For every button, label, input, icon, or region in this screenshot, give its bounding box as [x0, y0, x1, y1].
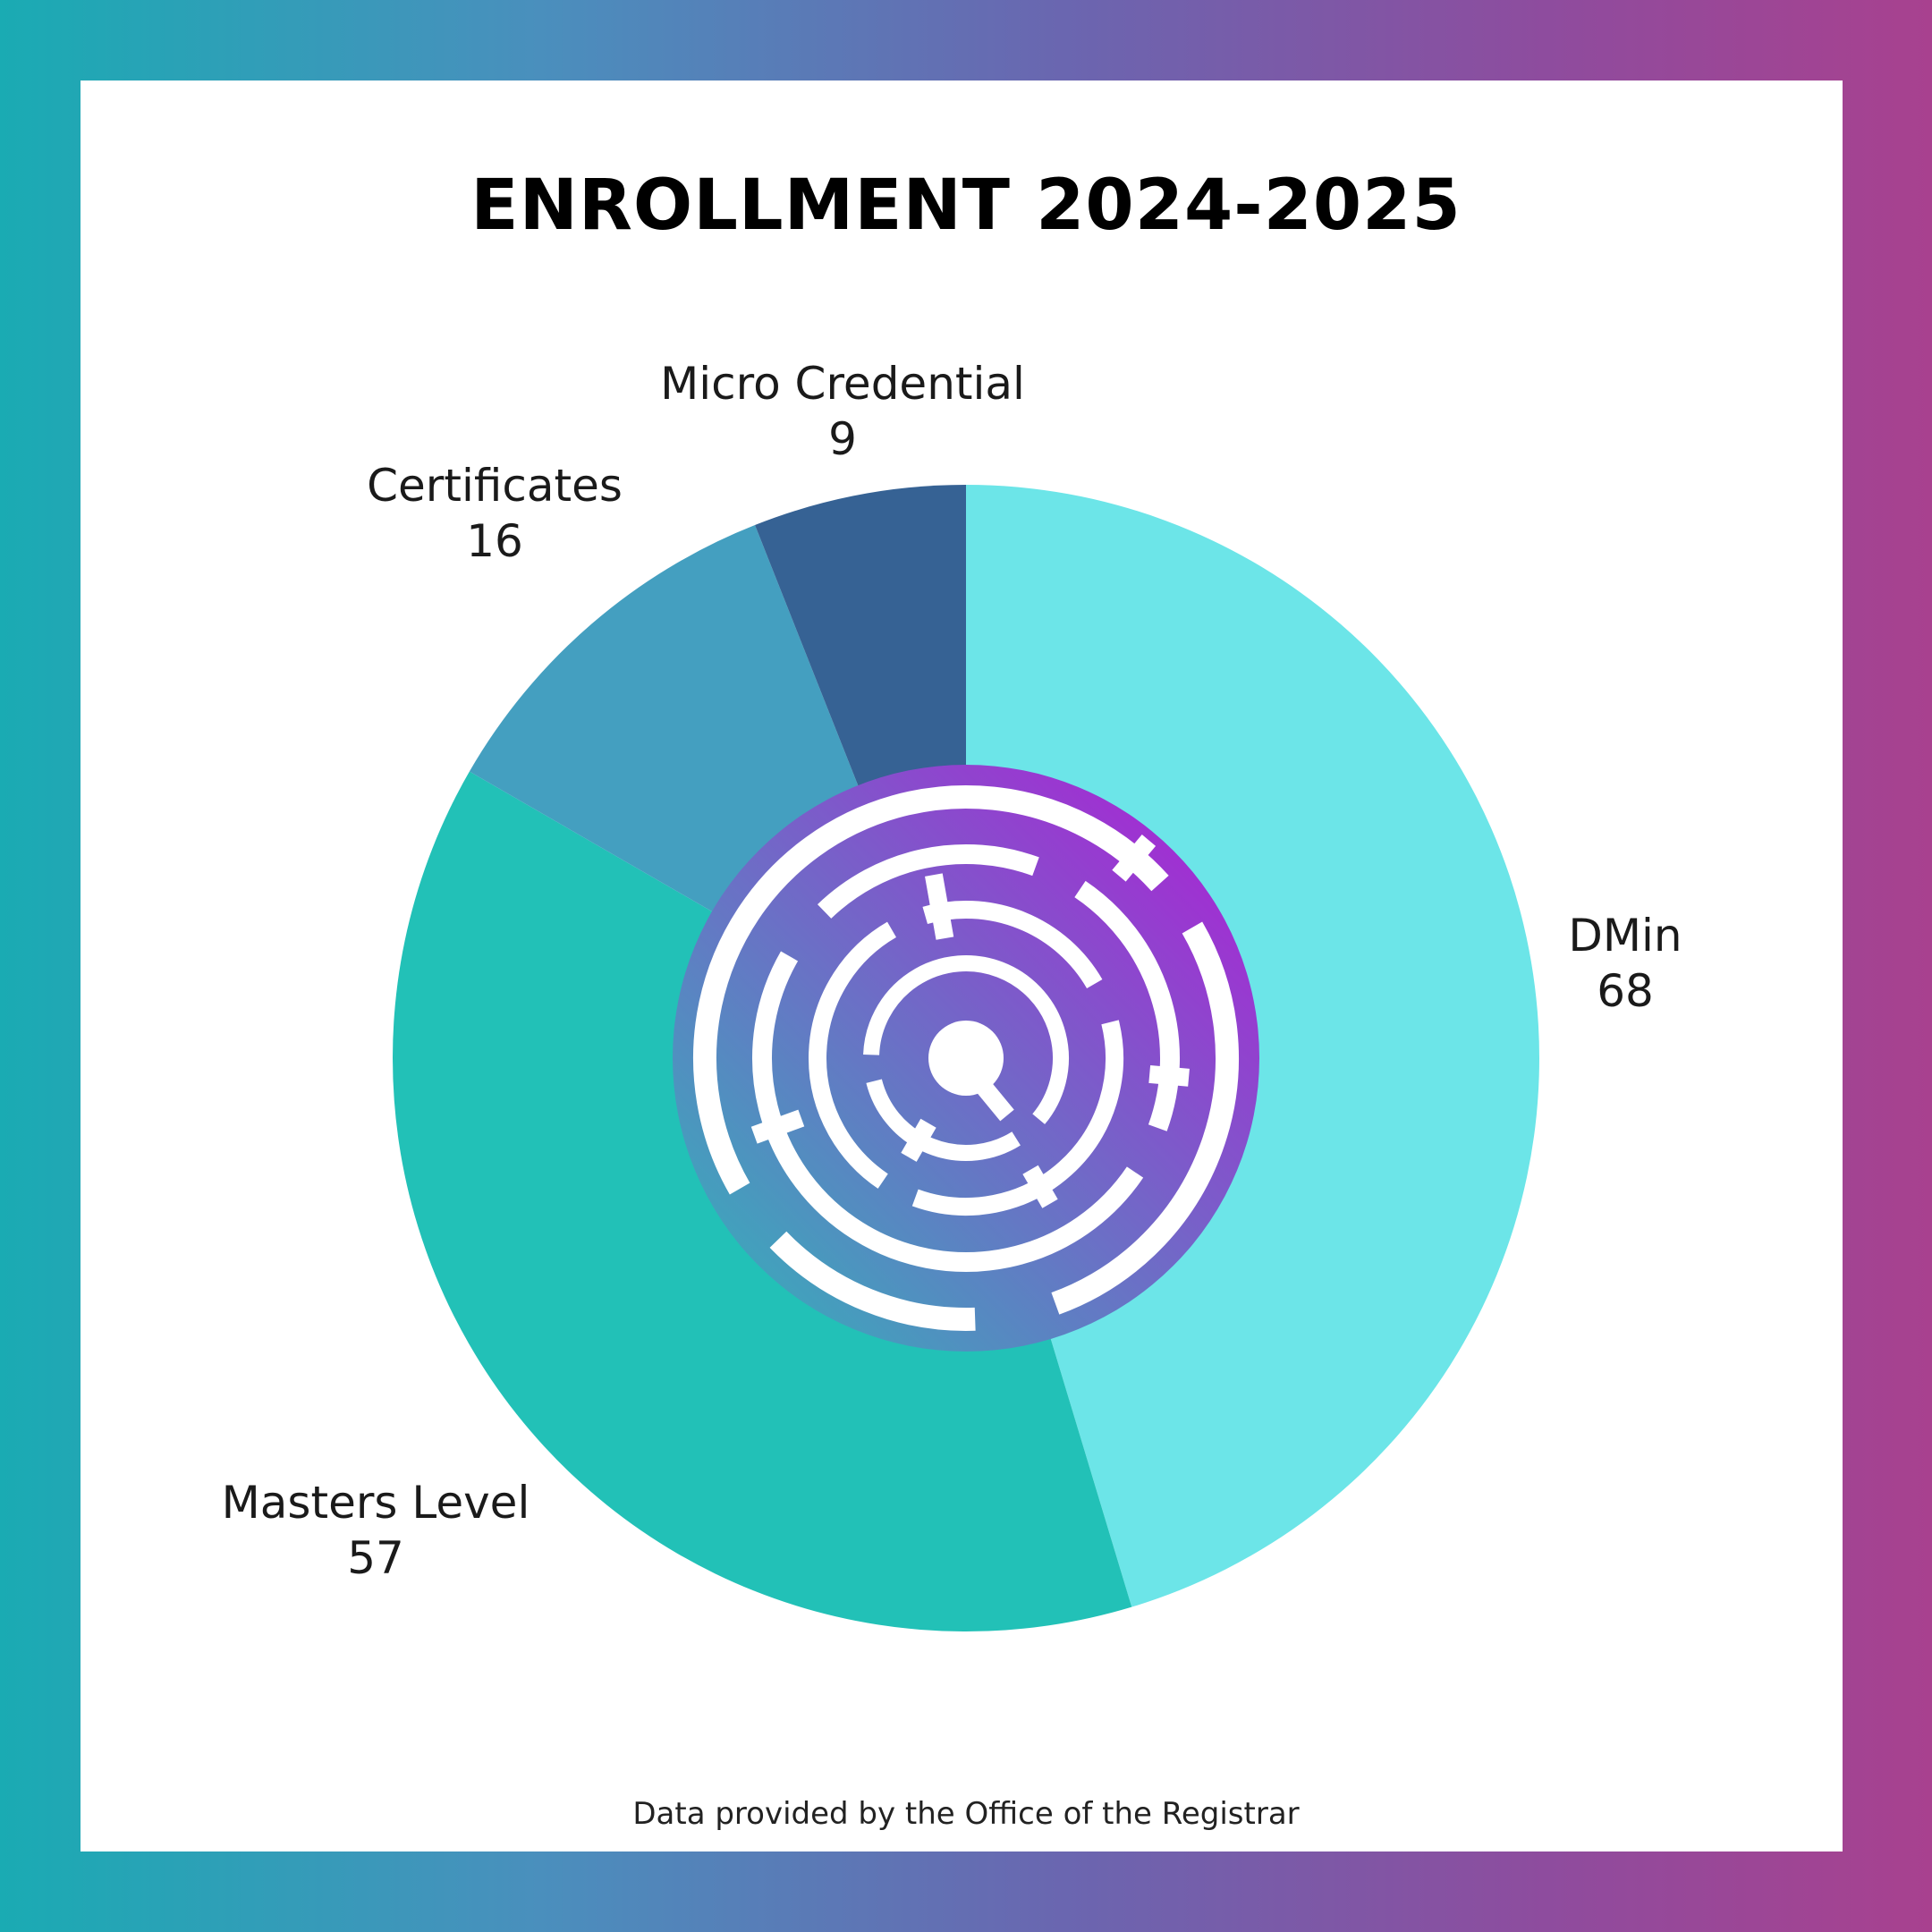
maze-ring-arc: [752, 951, 1144, 1272]
maze-spoke: [1148, 1064, 1190, 1087]
slice-label-value: 9: [828, 413, 857, 465]
slice-label-category: DMin: [1568, 910, 1682, 962]
maze-ring-arc: [911, 1020, 1123, 1216]
maze-ring-arc: [1051, 921, 1239, 1315]
maze-spoke: [750, 1109, 805, 1144]
slice-label-category: Masters Level: [222, 1477, 530, 1529]
maze-spoke: [925, 873, 954, 940]
maze-spoke: [1112, 834, 1157, 882]
maze-ring-arc: [769, 1231, 976, 1331]
maze-spoke: [1022, 1165, 1058, 1208]
maze-center: [928, 1021, 1004, 1096]
maze-ring-arc: [809, 921, 897, 1189]
maze-ring-arc: [863, 955, 1069, 1124]
slice-label-value: 16: [466, 515, 523, 567]
maze-ring-arc: [866, 1079, 1021, 1161]
maze-center-tail: [975, 1079, 1014, 1122]
chart-title: ENROLLMENT 2024-2025: [470, 165, 1462, 246]
maze-spoke: [901, 1118, 936, 1162]
slice-label-value: 68: [1597, 965, 1654, 1017]
maze-ring-arc: [1074, 880, 1180, 1131]
footnote: Data provided by the Office of the Regis…: [632, 1796, 1300, 1832]
slice-label-value: 57: [347, 1532, 404, 1584]
circular-maze-logo-icon: [673, 765, 1259, 1352]
maze-ring-arc: [817, 844, 1039, 919]
slice-label-category: Certificates: [367, 460, 623, 512]
maze-ring-arc: [692, 785, 1169, 1195]
slice-label-category: Micro Credential: [660, 358, 1025, 410]
maze-ring-arc: [922, 901, 1103, 989]
